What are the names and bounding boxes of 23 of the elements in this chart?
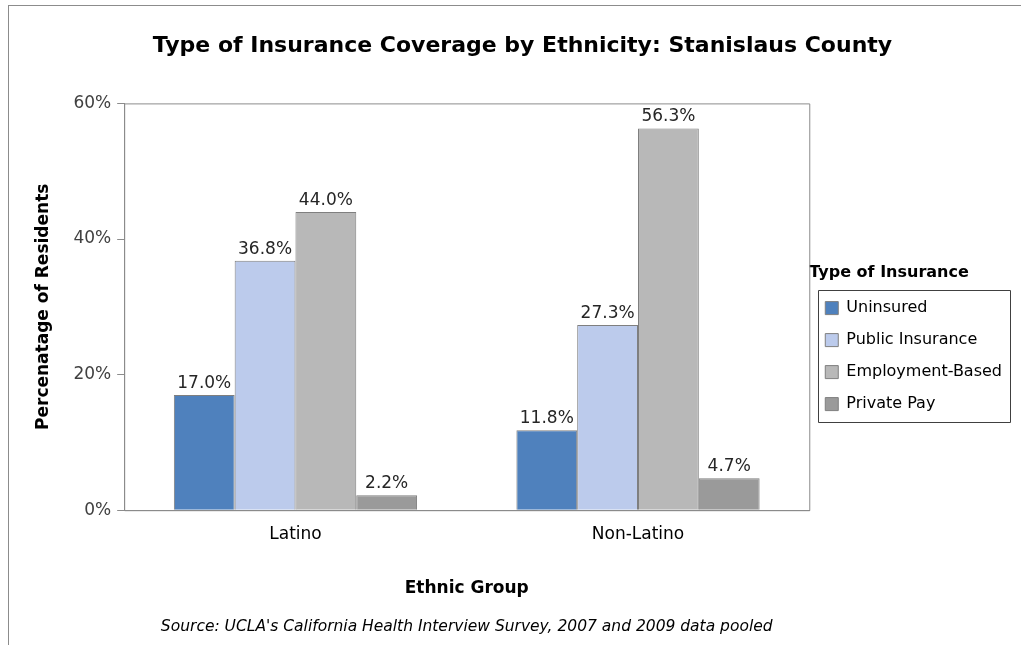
data-label: 44.0% (298, 188, 353, 209)
x-tick-label: Latino (269, 522, 322, 543)
data-label: 27.3% (580, 302, 635, 323)
y-tick-label: 60% (73, 91, 112, 112)
y-axis-title: Percenatage of Residents (31, 183, 52, 430)
data-label: 4.7% (707, 455, 751, 476)
y-tick-label: 20% (73, 363, 112, 384)
data-label: 17.0% (177, 371, 232, 392)
legend-label: Private Pay (846, 393, 936, 413)
chart-title: Type of Insurance Coverage by Ethnicity: Stanislaus County (152, 31, 893, 57)
legend-label: Public Insurance (846, 329, 978, 349)
data-label: 11.8% (519, 407, 574, 428)
legend-title: Type of Insurance (809, 262, 969, 282)
x-tick-label: Non-Latino (591, 522, 685, 543)
y-tick-label: 40% (73, 227, 112, 248)
x-axis-title: Ethnic Group (404, 577, 529, 598)
data-label: 2.2% (365, 472, 409, 493)
legend-label: Uninsured (846, 297, 928, 317)
data-label: 36.8% (238, 237, 293, 258)
data-label: 56.3% (641, 105, 696, 126)
source-note: Source: UCLA's California Health Interview Survey, 2007 and 2009 data pooled (160, 617, 773, 635)
legend-label: Employment-Based (846, 361, 1002, 381)
y-tick-label: 0% (84, 498, 112, 519)
